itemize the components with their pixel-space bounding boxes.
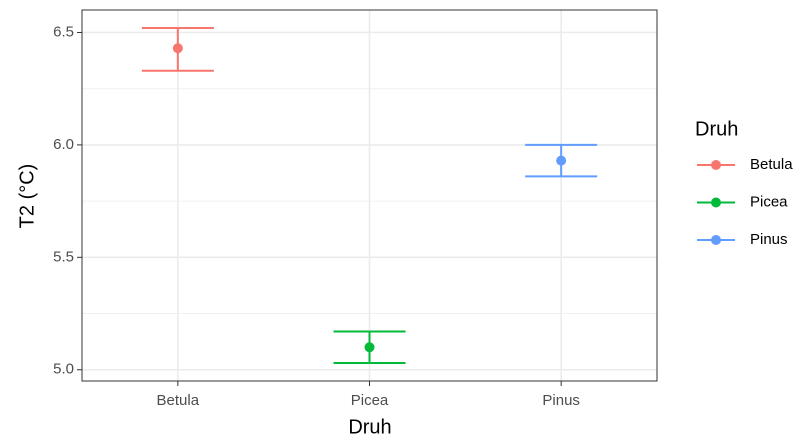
point [556,155,567,166]
x-tick-label: Pinus [542,392,580,409]
legend-label: Pinus [750,231,788,248]
panel-border [81,9,658,382]
y-tick-label: 6.5 [53,23,74,40]
x-tick-label: Betula [157,392,200,409]
legend-key-point [711,197,721,208]
y-tick-label: 5.0 [53,361,74,378]
legend-label: Betula [750,156,793,173]
legend-label: Picea [750,193,788,210]
x-tick-label: Picea [351,392,389,409]
legend-key-point [711,160,721,170]
point [172,43,183,54]
x-axis-label: Druh [348,416,391,438]
y-tick-label: 6.0 [53,136,74,153]
y-axis-label: T2 (°C) [16,164,38,229]
legend-key-point [711,235,721,245]
y-tick-label: 5.5 [53,248,74,265]
legend-title: Druh [695,118,738,140]
point [364,342,375,353]
